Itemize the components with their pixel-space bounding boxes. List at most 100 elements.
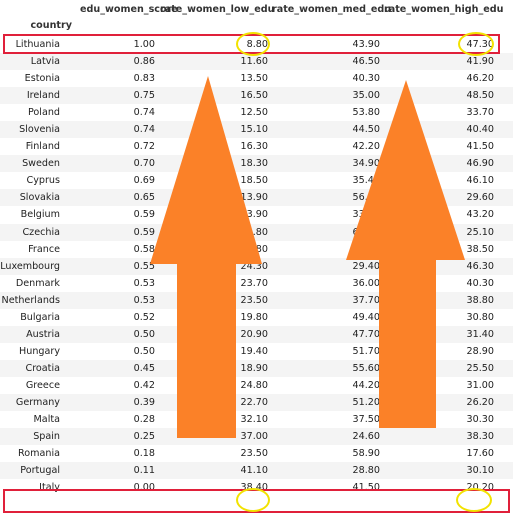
edu-women-score-cell: 0.55 bbox=[133, 260, 155, 272]
rate-women-high-edu-cell: 41.50 bbox=[466, 141, 494, 153]
country-cell: Spain bbox=[33, 431, 60, 443]
rate-women-low-edu-cell: 18.90 bbox=[240, 362, 268, 374]
rate-women-low-edu-cell: 18.50 bbox=[240, 175, 268, 187]
table-row: Spain 0.25 37.00 24.60 38.30 bbox=[0, 428, 513, 446]
edu-women-score-cell: 0.00 bbox=[133, 482, 155, 494]
country-cell: Hungary bbox=[19, 345, 60, 357]
rate-women-low-edu-cell: 13.90 bbox=[240, 192, 268, 204]
country-cell: Portugal bbox=[20, 465, 60, 477]
rate-women-high-edu-cell: 29.60 bbox=[466, 192, 494, 204]
rate-women-low-edu-cell: 19.40 bbox=[240, 345, 268, 357]
edu-women-score-cell: 0.70 bbox=[133, 158, 155, 170]
country-cell: Ireland bbox=[26, 90, 60, 102]
circle-low-edu-top bbox=[236, 32, 270, 56]
rate-women-med-edu-cell: 43.90 bbox=[352, 39, 380, 50]
country-cell: Belgium bbox=[20, 209, 60, 221]
rate-women-high-edu-cell: 41.90 bbox=[466, 56, 494, 68]
rate-women-med-edu-cell: 44.50 bbox=[352, 124, 380, 136]
country-cell: Germany bbox=[15, 396, 60, 408]
rate-women-high-edu-cell: 31.00 bbox=[466, 379, 494, 391]
country-cell: Estonia bbox=[24, 73, 60, 85]
edu-women-score-cell: 0.59 bbox=[133, 209, 155, 221]
rate-women-med-edu-cell: 34.90 bbox=[352, 158, 380, 170]
country-cell: Luxembourg bbox=[0, 260, 60, 272]
edu-women-score-cell: 0.75 bbox=[133, 90, 155, 102]
rate-women-med-edu-cell: 46.50 bbox=[352, 56, 380, 68]
country-cell: Italy bbox=[39, 482, 60, 494]
rate-women-low-edu-cell: 22.70 bbox=[240, 396, 268, 408]
edu-women-score-cell: 0.83 bbox=[133, 73, 155, 85]
rate-women-high-edu-cell: 43.20 bbox=[466, 209, 494, 221]
table-row: Cyprus 0.69 18.50 35.40 46.10 bbox=[0, 172, 513, 189]
country-cell: Austria bbox=[26, 328, 60, 340]
rate-women-high-edu-cell: 31.40 bbox=[466, 328, 494, 340]
rate-women-high-edu-cell: 26.20 bbox=[466, 396, 494, 408]
country-cell: Croatia bbox=[25, 362, 61, 374]
rate-women-low-edu-cell: 23.50 bbox=[240, 448, 268, 460]
rate-women-low-edu-cell: 20.90 bbox=[240, 328, 268, 340]
rate-women-med-edu-cell: 56.50 bbox=[352, 192, 380, 204]
rate-women-med-edu-cell: 51.70 bbox=[352, 345, 380, 357]
edu-women-score-cell: 0.74 bbox=[133, 124, 155, 136]
edu-women-score-cell: 0.11 bbox=[133, 465, 155, 477]
table-row: Finland 0.72 16.30 42.20 41.50 bbox=[0, 138, 513, 155]
country-cell: Finland bbox=[25, 141, 60, 153]
rate-women-med-edu-cell: 51.20 bbox=[352, 396, 380, 408]
rate-women-low-edu-cell: 13.50 bbox=[240, 73, 268, 85]
country-cell: Lithuania bbox=[15, 39, 60, 50]
table-row: Italy 0.00 38.40 41.50 20.20 bbox=[0, 479, 513, 496]
circle-low-edu-bottom bbox=[236, 488, 270, 512]
edu-women-score-cell: 0.59 bbox=[133, 226, 155, 238]
country-cell: Greece bbox=[25, 379, 60, 391]
rate-women-med-edu-cell: 37.70 bbox=[352, 294, 380, 306]
table-row: Estonia 0.83 13.50 40.30 46.20 bbox=[0, 70, 513, 87]
country-cell: Denmark bbox=[15, 277, 60, 289]
rate-women-low-edu-cell: 24.30 bbox=[240, 260, 268, 272]
country-cell: Slovakia bbox=[19, 192, 60, 204]
rate-women-low-edu-cell: 18.30 bbox=[240, 158, 268, 170]
up-arrow-icon-high-edu bbox=[346, 80, 465, 428]
rate-women-high-edu-cell: 20.20 bbox=[466, 482, 494, 494]
edu-women-score-cell: 0.72 bbox=[133, 141, 155, 153]
edu-women-score-cell: 1.00 bbox=[133, 39, 155, 50]
table-row: Malta 0.28 32.10 37.50 30.30 bbox=[0, 411, 513, 428]
rate-women-med-edu-cell: 44.20 bbox=[352, 379, 380, 391]
table-row: Romania 0.18 23.50 58.90 17.60 bbox=[0, 445, 513, 462]
rate-women-med-edu-cell: 47.70 bbox=[352, 328, 380, 340]
rate-women-med-edu-cell: 41.50 bbox=[352, 482, 380, 494]
up-arrow-icon-low-edu bbox=[150, 76, 262, 438]
edu-women-score-cell: 0.18 bbox=[133, 448, 155, 460]
country-cell: Slovenia bbox=[19, 124, 60, 136]
table-row: Poland 0.74 12.50 53.80 33.70 bbox=[0, 104, 513, 121]
edu-women-score-cell: 0.53 bbox=[133, 294, 155, 306]
rate-women-low-edu-cell: 12.50 bbox=[240, 107, 268, 119]
table-row: Greece 0.42 24.80 44.20 31.00 bbox=[0, 377, 513, 394]
country-cell: Malta bbox=[33, 414, 60, 426]
country-cell: Latvia bbox=[30, 56, 60, 68]
rate-women-low-edu-cell: 14.80 bbox=[240, 226, 268, 238]
edu-women-score-cell: 0.65 bbox=[133, 192, 155, 204]
edu-women-score-cell: 0.45 bbox=[133, 362, 155, 374]
rate-women-med-edu-cell: 42.20 bbox=[352, 141, 380, 153]
rate-women-low-edu-cell: 23.90 bbox=[240, 209, 268, 221]
edu-women-score-cell: 0.42 bbox=[133, 379, 155, 391]
edu-women-score-cell: 0.58 bbox=[133, 243, 155, 255]
rate-women-high-edu-cell: 46.10 bbox=[466, 175, 494, 187]
rate-women-med-edu-cell: 55.60 bbox=[352, 362, 380, 374]
edu-women-score-cell: 0.50 bbox=[133, 345, 155, 357]
rate-women-high-edu-cell: 28.90 bbox=[466, 345, 494, 357]
country-cell: Czechia bbox=[22, 226, 60, 238]
rate-women-med-edu-cell: 37.50 bbox=[352, 414, 380, 426]
rate-women-med-edu-cell: 29.40 bbox=[352, 260, 380, 272]
edu-women-score-cell: 0.86 bbox=[133, 56, 155, 68]
rate-women-low-edu-cell: 11.60 bbox=[240, 56, 268, 68]
country-cell: Netherlands bbox=[1, 294, 60, 306]
rate-women-med-edu-cell: 49.40 bbox=[352, 311, 380, 323]
country-cell: Bulgaria bbox=[20, 311, 60, 323]
rate-women-low-edu-cell: 16.50 bbox=[240, 90, 268, 102]
rate-women-high-edu-cell: 25.10 bbox=[466, 226, 494, 238]
table-row: Ireland 0.75 16.50 35.00 48.50 bbox=[0, 87, 513, 105]
rate-women-low-edu-cell: 15.10 bbox=[240, 124, 268, 136]
rate-women-med-edu-cell: 28.80 bbox=[352, 465, 380, 477]
rate-women-low-edu-cell: 37.00 bbox=[240, 431, 268, 443]
